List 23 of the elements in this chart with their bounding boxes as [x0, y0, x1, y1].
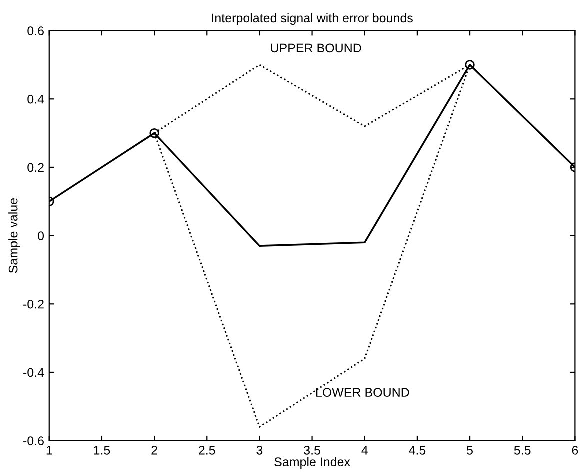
y-tick-label: 0.4: [28, 94, 44, 104]
y-tick-label: -0.4: [24, 368, 44, 378]
x-tick-label: 3.5: [304, 446, 320, 455]
annotation: UPPER BOUND: [271, 44, 362, 53]
x-axis-title: Sample Index: [274, 457, 350, 469]
x-tick-label: 1: [46, 446, 52, 455]
y-tick-label: 0: [38, 232, 44, 240]
x-tick-label: 4: [362, 446, 368, 455]
y-tick-label: 0.2: [28, 163, 44, 172]
annotation: LOWER BOUND: [316, 388, 410, 398]
y-axis-title: Sample value: [8, 198, 20, 274]
x-tick-label: 1.5: [94, 446, 110, 455]
x-tick-label: 2.5: [199, 446, 216, 455]
x-tick-label: 4.5: [409, 446, 426, 455]
x-tick-label: 5.5: [514, 446, 531, 455]
x-tick-label: 6: [572, 446, 578, 455]
y-tick-label: -0.2: [24, 300, 44, 309]
x-tick-label: 2: [152, 446, 158, 455]
chart-title: Interpolated signal with error bounds: [212, 13, 413, 26]
y-tick-label: 0.6: [28, 26, 44, 36]
x-tick-label: 5: [467, 446, 473, 455]
x-tick-label: 3: [256, 446, 263, 455]
y-tick-label: -0.6: [24, 436, 44, 446]
